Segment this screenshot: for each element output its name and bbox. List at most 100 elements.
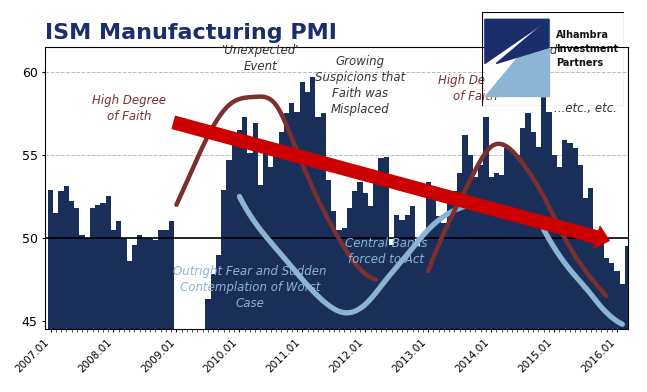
Bar	[421, 235, 426, 329]
Bar	[446, 200, 452, 329]
Bar	[557, 167, 562, 329]
Bar	[373, 181, 378, 329]
Bar	[384, 157, 389, 329]
Bar	[483, 117, 488, 329]
Bar	[609, 263, 615, 329]
Text: ISM Manufacturing PMI: ISM Manufacturing PMI	[45, 23, 337, 43]
Text: Growing
Suspicions that
Faith was
Misplaced: Growing Suspicions that Faith was Mispla…	[315, 55, 405, 116]
Polygon shape	[496, 19, 549, 64]
Bar	[179, 329, 184, 392]
Bar	[431, 187, 436, 329]
Bar	[536, 147, 541, 329]
Bar	[625, 246, 630, 329]
Bar	[463, 135, 468, 329]
Bar	[457, 173, 463, 329]
Bar	[342, 228, 347, 329]
Bar	[289, 103, 294, 329]
Bar	[331, 211, 336, 329]
Bar	[520, 129, 525, 329]
Bar	[53, 213, 58, 329]
Bar	[321, 113, 326, 329]
Bar	[389, 245, 394, 329]
Bar	[305, 92, 310, 329]
Bar	[269, 167, 274, 329]
Bar	[195, 329, 200, 358]
Bar	[200, 329, 205, 338]
Bar	[169, 221, 174, 329]
Bar	[221, 190, 226, 329]
Bar	[174, 329, 179, 392]
Bar	[237, 130, 242, 329]
Bar	[122, 238, 127, 329]
Polygon shape	[485, 19, 549, 96]
Bar	[426, 181, 431, 329]
Bar	[441, 223, 446, 329]
Bar	[148, 238, 153, 329]
Bar	[378, 158, 384, 329]
Text: Central Banks
forced to Act: Central Banks forced to Act	[345, 237, 428, 266]
Bar	[100, 203, 105, 329]
Bar	[232, 140, 237, 329]
Bar	[494, 173, 499, 329]
Bar	[615, 271, 620, 329]
Bar	[274, 148, 279, 329]
Bar	[300, 82, 305, 329]
Bar	[546, 112, 551, 329]
Bar	[63, 187, 69, 329]
Bar	[226, 160, 232, 329]
Bar	[620, 285, 625, 329]
Bar	[48, 190, 53, 329]
Bar	[357, 181, 363, 329]
Bar	[399, 220, 404, 329]
Text: 'Unexpected'
Event: 'Unexpected' Event	[222, 44, 299, 73]
Bar	[485, 19, 549, 96]
Bar	[247, 153, 252, 329]
Bar	[583, 198, 588, 329]
Bar	[127, 261, 132, 329]
Bar	[510, 150, 515, 329]
Bar	[279, 132, 284, 329]
Bar	[504, 148, 510, 329]
Bar	[436, 216, 441, 329]
Polygon shape	[485, 19, 549, 64]
Bar	[593, 236, 598, 329]
Bar	[85, 238, 90, 329]
Bar	[163, 230, 169, 329]
Bar	[336, 230, 342, 329]
Bar	[216, 254, 221, 329]
Bar	[473, 176, 478, 329]
Bar	[95, 205, 100, 329]
Bar	[263, 143, 269, 329]
Bar	[105, 196, 111, 329]
Bar	[210, 274, 216, 329]
Bar	[153, 240, 158, 329]
Text: Outright Fear and Sudden
Contemplation of Worst
Case: Outright Fear and Sudden Contemplation o…	[173, 265, 327, 310]
Bar	[242, 117, 247, 329]
Bar	[363, 193, 368, 329]
Bar	[310, 77, 316, 329]
Bar	[326, 180, 331, 329]
Bar	[80, 235, 85, 329]
Bar	[468, 155, 473, 329]
Bar	[284, 113, 289, 329]
Bar	[578, 165, 583, 329]
Bar	[567, 143, 573, 329]
Bar	[132, 245, 137, 329]
Bar	[515, 155, 520, 329]
Bar	[111, 230, 116, 329]
Bar	[488, 176, 494, 329]
Bar	[410, 207, 415, 329]
Bar	[478, 165, 483, 329]
Bar	[531, 132, 536, 329]
Bar	[347, 208, 352, 329]
Text: High Degree
of Faith: High Degree of Faith	[439, 74, 512, 103]
Bar	[205, 299, 210, 329]
Bar	[294, 112, 300, 329]
FancyArrowPatch shape	[172, 116, 609, 248]
Bar	[142, 238, 148, 329]
Bar	[184, 329, 190, 392]
Bar	[90, 208, 95, 329]
Bar	[69, 201, 74, 329]
Bar	[368, 207, 373, 329]
Bar	[58, 191, 63, 329]
